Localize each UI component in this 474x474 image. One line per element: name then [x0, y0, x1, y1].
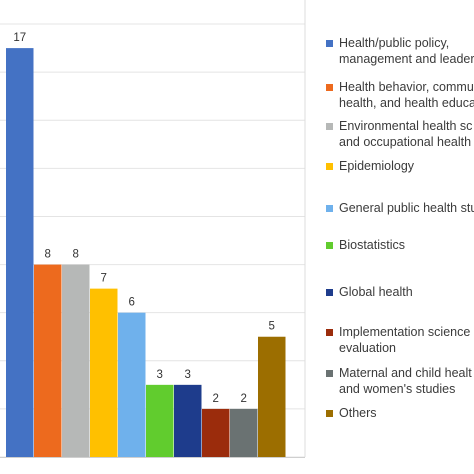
data-label: 8 — [73, 249, 79, 261]
bar — [202, 408, 230, 457]
legend-item: Epidemiology — [326, 158, 474, 174]
legend-swatch — [326, 410, 333, 417]
bar — [230, 408, 258, 457]
legend-item: Health behavior, commu health, and health… — [326, 79, 474, 111]
legend-label-line: Others — [339, 406, 377, 420]
data-label: 17 — [13, 32, 26, 44]
data-labels: 17 8 8 7 6 3 3 2 2 5 — [13, 32, 275, 405]
legend-label-line: Health/public policy, — [339, 36, 450, 50]
legend-label-line: and women's studies — [339, 382, 456, 396]
legend-label-line: Maternal and child healt — [339, 366, 472, 380]
legend-item: General public health stu — [326, 200, 474, 216]
legend-item: Biostatistics — [326, 237, 474, 253]
data-label: 8 — [45, 249, 51, 261]
data-label: 5 — [269, 321, 275, 333]
bars — [6, 48, 286, 458]
legend-swatch — [326, 40, 333, 47]
bar — [118, 312, 146, 457]
legend-item: Global health — [326, 284, 474, 300]
legend-label-line: Biostatistics — [339, 238, 405, 252]
legend-swatch — [326, 329, 333, 336]
legend-label-line: evaluation — [339, 341, 396, 355]
legend-label: General public health stu — [339, 200, 474, 216]
legend-swatch — [326, 289, 333, 296]
bar — [90, 288, 118, 457]
legend-swatch — [326, 84, 333, 91]
bar — [62, 264, 90, 457]
legend-swatch — [326, 205, 333, 212]
legend-item: Implementation science evaluation — [326, 324, 474, 356]
legend-label-line: management and leader — [339, 52, 474, 66]
legend-label-line: Implementation science — [339, 325, 471, 339]
bar — [6, 48, 34, 458]
legend: Health/public policy, management and lead… — [326, 0, 474, 474]
legend-swatch — [326, 123, 333, 130]
legend-label: Implementation science evaluation — [339, 324, 470, 356]
legend-label: Maternal and child healt and women's stud… — [339, 365, 472, 397]
legend-swatch — [326, 163, 333, 170]
data-label: 3 — [157, 369, 163, 381]
legend-item: Environmental health sc and occupational … — [326, 118, 474, 150]
legend-label: Environmental health sc and occupational … — [339, 118, 472, 150]
legend-label: Others — [339, 405, 377, 421]
legend-label-line: health, and health educa — [339, 96, 474, 110]
legend-item: Health/public policy, management and lead… — [326, 35, 474, 67]
legend-label-line: Health behavior, commu — [339, 80, 474, 94]
legend-label-line: General public health stu — [339, 201, 474, 215]
bar — [34, 264, 62, 457]
legend-label: Global health — [339, 284, 413, 300]
legend-item: Maternal and child healt and women's stud… — [326, 365, 474, 397]
legend-swatch — [326, 242, 333, 249]
legend-label: Health/public policy, management and lead… — [339, 35, 474, 67]
bar — [146, 384, 174, 457]
legend-swatch — [326, 370, 333, 377]
legend-label: Biostatistics — [339, 237, 405, 253]
data-label: 2 — [213, 393, 219, 405]
legend-label-line: and occupational health — [339, 135, 472, 149]
legend-label-line: Global health — [339, 285, 413, 299]
bar — [174, 384, 202, 457]
data-label: 6 — [129, 297, 135, 309]
legend-label-line: Environmental health sc — [339, 119, 473, 133]
data-label: 3 — [185, 369, 191, 381]
legend-label: Epidemiology — [339, 158, 414, 174]
legend-label-line: Epidemiology — [339, 159, 415, 173]
data-label: 2 — [241, 393, 247, 405]
legend-item: Others — [326, 405, 474, 421]
legend-label: Health behavior, commu health, and health… — [339, 79, 474, 111]
data-label: 7 — [101, 273, 107, 285]
bar — [258, 336, 286, 457]
